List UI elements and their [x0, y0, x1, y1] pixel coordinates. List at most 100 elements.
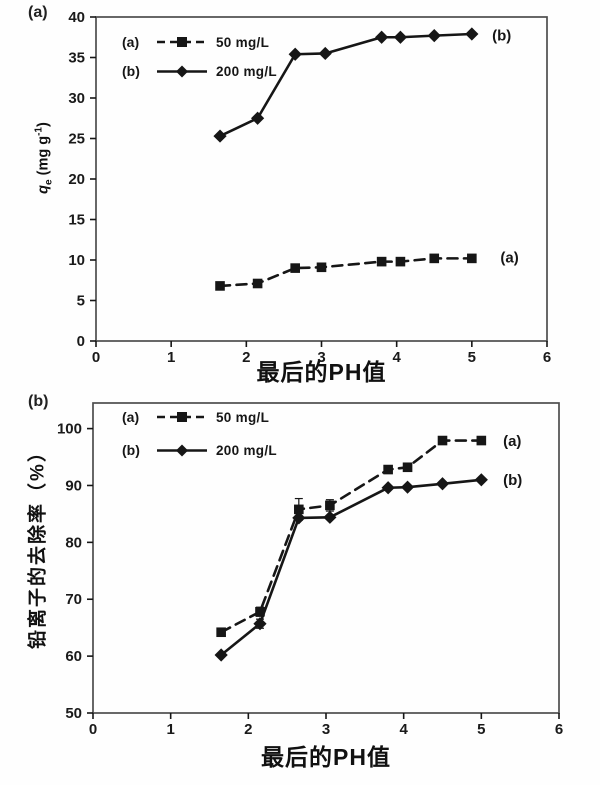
square-marker: [429, 253, 440, 264]
legend-item-200mgL: (b) 200 mg/L: [122, 439, 277, 461]
x-tick-label: 1: [166, 721, 174, 738]
y-axis-subscript: e: [43, 179, 55, 185]
legend-key: (b): [122, 442, 140, 458]
y-tick-label: 0: [77, 333, 85, 350]
y-tick-label: 25: [68, 131, 85, 148]
x-tick-label: 1: [167, 349, 175, 366]
series-line: [218, 257, 474, 288]
y-tick-label: 15: [68, 212, 85, 229]
legend-item-200mgL: (b) 200 mg/L: [122, 60, 277, 82]
legend-label: 200 mg/L: [216, 63, 277, 79]
panel-b-x-axis-title: 最后的PH值: [261, 744, 391, 770]
x-tick-label: 6: [543, 349, 551, 366]
square-marker: [255, 606, 265, 617]
y-tick-label: 80: [65, 534, 82, 551]
square-marker: [383, 464, 393, 475]
dashed-square-marker-icon: [156, 411, 208, 423]
panel-a-y-axis-title: qe (mg g-1): [34, 122, 55, 194]
x-tick-label: 0: [92, 349, 100, 366]
y-tick-label: 50: [65, 705, 82, 722]
diamond-marker: [288, 47, 302, 61]
diamond-marker: [213, 129, 227, 143]
square-marker: [294, 504, 304, 515]
square-marker: [316, 262, 327, 273]
legend-label: 200 mg/L: [216, 442, 277, 458]
square-marker: [290, 263, 300, 273]
diamond-marker: [465, 27, 479, 41]
x-tick-label: 4: [392, 349, 401, 366]
y-tick-label: 90: [65, 477, 82, 494]
series-50-mg-L: (a): [215, 250, 519, 291]
series-end-label: (b): [503, 472, 522, 489]
diamond-marker: [435, 477, 450, 491]
panel-a-legend: (a) 50 mg/L (b) 200 mg/L: [122, 31, 277, 82]
y-tick-label: 10: [68, 252, 85, 269]
solid-diamond-marker-icon: [156, 65, 208, 78]
legend-key: (a): [122, 34, 140, 50]
legend-key: (b): [122, 63, 140, 79]
diamond-marker: [251, 111, 265, 125]
legend-label: 50 mg/L: [216, 34, 270, 50]
legend-item-50mgL: (a) 50 mg/L: [122, 406, 277, 428]
series-200-mg-L: (b): [213, 27, 511, 143]
square-marker: [402, 462, 413, 473]
diamond-marker: [400, 480, 415, 494]
diamond-marker: [474, 473, 488, 487]
square-marker: [476, 435, 487, 446]
y-tick-label: 30: [68, 90, 85, 107]
series-50-mg-L: (a): [216, 433, 521, 638]
diamond-marker: [375, 30, 389, 44]
diamond-marker: [427, 29, 441, 43]
panel-a-label: (a): [28, 4, 48, 21]
panel-b-legend: (a) 50 mg/L (b) 200 mg/L: [122, 406, 277, 461]
series-end-label: (b): [492, 28, 511, 45]
x-tick-label: 6: [555, 721, 563, 738]
y-axis-unit: (mg g: [35, 135, 52, 180]
x-tick-label: 2: [242, 349, 250, 366]
chart-a: 0 1 2 3 4 5 6 0 5 10 15 20 25 30 35 40 (a) (b): [68, 9, 551, 366]
legend-item-50mgL: (a) 50 mg/L: [122, 31, 277, 53]
square-marker: [216, 627, 226, 638]
diamond-marker: [214, 648, 228, 662]
x-tick-label: 3: [322, 721, 330, 738]
y-tick-label: 40: [68, 9, 85, 26]
square-marker: [467, 253, 477, 264]
diamond-marker: [381, 481, 395, 495]
diamond-marker: [318, 46, 332, 61]
y-tick-label: 20: [68, 171, 85, 188]
series-200-mg-L: (b): [214, 472, 522, 662]
y-tick-label: 70: [65, 591, 82, 608]
x-tick-label: 2: [244, 721, 252, 738]
legend-label: 50 mg/L: [216, 409, 270, 425]
y-axis-unit-close: ): [35, 122, 52, 128]
series-end-label: (a): [503, 433, 521, 450]
x-tick-label: 5: [468, 349, 476, 366]
solid-diamond-marker-icon: [156, 444, 208, 457]
x-tick-label: 4: [399, 721, 408, 738]
diamond-marker: [393, 30, 408, 44]
panel-b-plot: 0 1 2 3 4 5 6 50 60 70 80 90 100 (a) (b): [57, 402, 563, 738]
panel-a-x-axis-title: 最后的PH值: [256, 359, 387, 385]
legend-key: (a): [122, 409, 140, 425]
series-line: [219, 439, 483, 634]
y-tick-label: 100: [57, 421, 82, 438]
series-end-label: (a): [500, 250, 518, 267]
chart-b: 0 1 2 3 4 5 6 50 60 70 80 90 100 (a) (b): [57, 402, 563, 738]
panel-b-label: (b): [28, 393, 49, 410]
y-axis-exponent: -1: [33, 127, 45, 136]
square-marker: [395, 256, 406, 267]
y-tick-label: 5: [77, 293, 85, 310]
square-marker: [215, 281, 225, 291]
y-tick-label: 60: [65, 648, 82, 665]
x-tick-label: 3: [317, 349, 325, 366]
square-marker: [252, 278, 263, 289]
x-tick-label: 0: [89, 721, 97, 738]
x-tick-label: 5: [477, 721, 485, 738]
square-marker: [376, 256, 387, 267]
panel-a-plot: 0 1 2 3 4 5 6 0 5 10 15 20 25 30 35 40 (a) (b): [68, 9, 551, 366]
y-tick-label: 35: [68, 50, 85, 67]
panel-b-y-axis-title: 铅离子的去除率（%）: [27, 441, 49, 649]
square-marker: [325, 500, 335, 511]
square-marker: [437, 435, 448, 446]
